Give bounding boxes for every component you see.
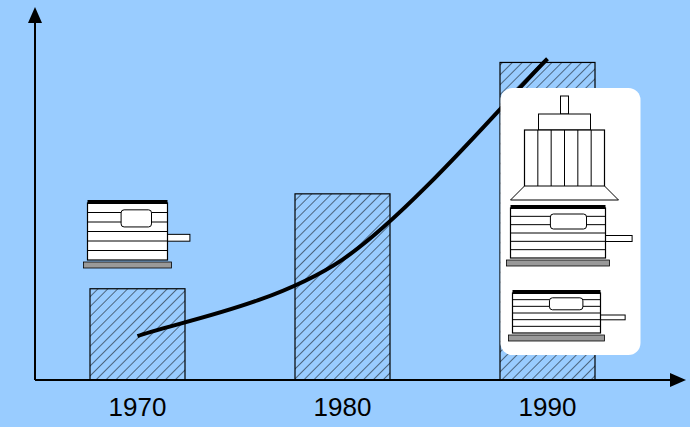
motor-icon (84, 200, 190, 268)
bar-fill (295, 194, 390, 380)
background (0, 0, 690, 427)
motor-base (84, 262, 172, 268)
x-axis-arrow (670, 373, 686, 387)
motor-fin (513, 319, 601, 320)
motor-fin (551, 130, 552, 190)
motor-icon (507, 205, 633, 266)
motor-terminal-box (121, 210, 151, 227)
motor-body (513, 293, 601, 333)
x-tick-label: 1980 (314, 392, 372, 422)
motor-body (511, 208, 606, 258)
chart: 1970 1980 1990 (0, 0, 690, 427)
motor-fin (88, 231, 168, 232)
y-axis (34, 15, 36, 380)
motor-icon (509, 290, 626, 341)
motor-fin (591, 130, 592, 190)
motor-icon-vertical (511, 96, 619, 200)
x-axis (35, 379, 678, 381)
motor-terminal-box (549, 298, 582, 310)
motor-shaft (601, 315, 626, 320)
motor-terminal-box (550, 214, 586, 229)
motor-base (509, 335, 605, 341)
motor-base (507, 260, 610, 266)
motor-shaft (168, 234, 190, 241)
motor-flange (511, 186, 619, 200)
bar-group (295, 194, 390, 380)
motor-body (88, 203, 168, 260)
motor-fin (511, 241, 606, 242)
motor-band (88, 200, 168, 204)
motor-panel (501, 88, 641, 355)
motor-fin (564, 130, 565, 190)
motor-shaft (561, 96, 569, 114)
motor-flange (539, 114, 591, 130)
motor-fin (577, 130, 578, 190)
motor-fin (88, 241, 168, 242)
motor-fin (88, 250, 168, 251)
motor-band (511, 205, 606, 209)
motor-band (513, 290, 601, 294)
motor-fin (511, 233, 606, 234)
bar (295, 194, 390, 380)
motor-shaft (606, 236, 633, 242)
x-tick-label: 1970 (109, 392, 167, 422)
motor-fin (513, 326, 601, 327)
motor-fin (537, 130, 538, 190)
trend-line (138, 59, 548, 336)
y-axis-arrow (28, 7, 42, 23)
motor-body (525, 130, 605, 190)
motor-fin (513, 313, 601, 314)
x-tick-label: 1990 (519, 392, 577, 422)
motor-fin (511, 249, 606, 250)
